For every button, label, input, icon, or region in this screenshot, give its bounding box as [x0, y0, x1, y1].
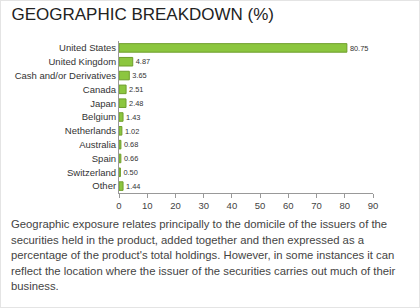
svg-text:1.43: 1.43	[126, 113, 140, 122]
svg-text:3.65: 3.65	[132, 71, 146, 80]
svg-text:Australia: Australia	[79, 139, 117, 150]
svg-text:10: 10	[142, 200, 153, 211]
svg-text:0.66: 0.66	[124, 154, 138, 163]
svg-text:40: 40	[227, 200, 238, 211]
svg-text:0.68: 0.68	[124, 140, 138, 149]
svg-text:GEOGRAPHIC BREAKDOWN (%): GEOGRAPHIC BREAKDOWN (%)	[11, 5, 274, 24]
svg-text:80: 80	[339, 200, 350, 211]
svg-text:2.48: 2.48	[129, 99, 143, 108]
svg-text:Spain: Spain	[92, 153, 116, 164]
svg-text:United States: United States	[59, 42, 116, 53]
svg-text:1.44: 1.44	[126, 182, 140, 191]
svg-text:50: 50	[255, 200, 266, 211]
svg-text:2.51: 2.51	[129, 85, 143, 94]
svg-text:20: 20	[170, 200, 181, 211]
svg-text:Cash and/or Derivatives: Cash and/or Derivatives	[15, 70, 117, 81]
svg-text:Other: Other	[92, 180, 116, 191]
svg-text:0: 0	[116, 200, 121, 211]
svg-text:60: 60	[283, 200, 294, 211]
svg-text:0.50: 0.50	[123, 168, 137, 177]
svg-text:United Kingdom: United Kingdom	[48, 56, 116, 67]
svg-text:Canada: Canada	[83, 84, 117, 95]
svg-text:Belgium: Belgium	[82, 111, 116, 122]
svg-text:30: 30	[198, 200, 209, 211]
html-text:Geographic exposure relates pr: Geographic exposure relates principally …	[11, 218, 396, 293]
svg-text:4.87: 4.87	[136, 57, 150, 66]
svg-text:90: 90	[368, 200, 379, 211]
svg-text:80.75: 80.75	[350, 44, 368, 53]
svg-text:Switzerland: Switzerland	[67, 167, 116, 178]
svg-text:Netherlands: Netherlands	[65, 125, 116, 136]
svg-text:70: 70	[311, 200, 322, 211]
svg-text:1.02: 1.02	[125, 127, 139, 136]
svg-text:Japan: Japan	[90, 98, 116, 109]
